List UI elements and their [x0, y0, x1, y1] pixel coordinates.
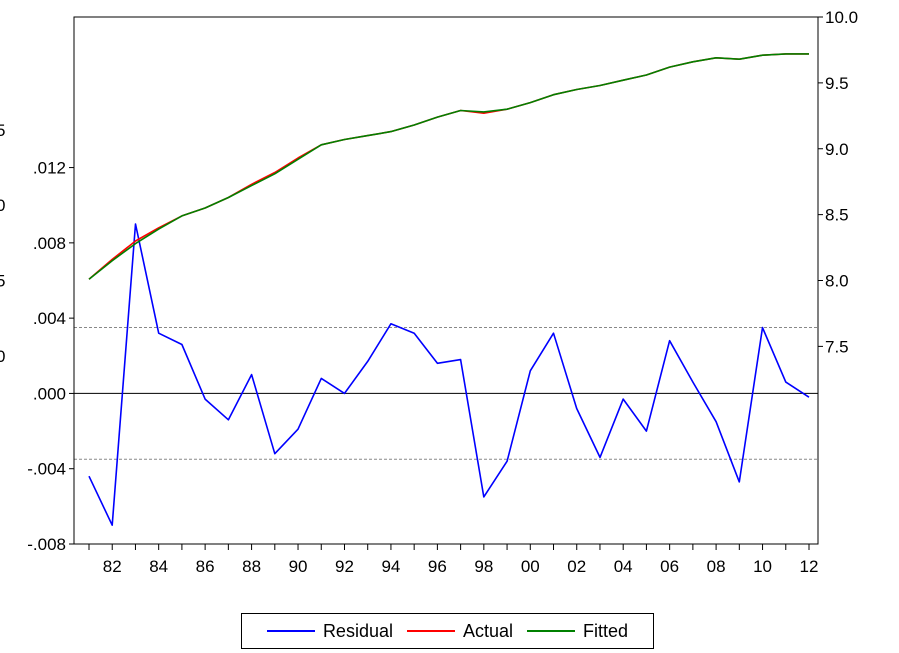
legend: Residual Actual Fitted	[241, 613, 654, 649]
series-fitted-line	[88, 53, 809, 280]
x-axis: 82 84 86 88 90 92 94 96 98 00 02 04 06 08 10 12	[88, 544, 819, 576]
x-tick-label: 08	[707, 557, 726, 576]
series-actual-line	[88, 53, 809, 280]
x-tick-label: 86	[196, 557, 215, 576]
legend-item-residual: Residual	[266, 620, 393, 642]
legend-swatch-actual	[406, 630, 455, 632]
series-lines	[88, 53, 810, 527]
legend-label-residual: Residual	[322, 620, 393, 641]
left-axis: -.008 -.004 .000 .004 .008 .012	[27, 159, 74, 554]
left-tick-label: -.008	[27, 535, 66, 554]
x-tick-label: 84	[149, 557, 168, 576]
x-tick-label: 04	[614, 557, 633, 576]
x-tick-label: 92	[335, 557, 354, 576]
legend-label-fitted: Fitted	[583, 620, 629, 641]
x-tick-label: 02	[567, 557, 586, 576]
x-tick-label: 10	[753, 557, 772, 576]
legend-swatch-residual	[266, 630, 315, 632]
x-tick-label: 06	[660, 557, 679, 576]
x-tick-label: 00	[521, 557, 540, 576]
left-partial-label: 5	[0, 121, 5, 140]
right-tick-label: 9.0	[825, 140, 849, 159]
chart: 5 0 5 0 -.008 -.004 .000 .004 .008 .012 7.5 8.0 8.…	[0, 8, 858, 576]
left-partial-label: 0	[0, 196, 5, 215]
x-tick-label: 96	[428, 557, 447, 576]
legend-label-actual: Actual	[462, 620, 514, 641]
left-tick-label: -.004	[27, 460, 66, 479]
right-tick-label: 8.5	[825, 206, 849, 225]
right-tick-label: 10.0	[825, 8, 858, 27]
legend-item-fitted: Fitted	[527, 621, 628, 642]
left-tick-label: .008	[33, 234, 66, 253]
x-tick-label: 82	[103, 557, 122, 576]
x-tick-label: 98	[474, 557, 493, 576]
right-tick-label: 8.0	[825, 272, 849, 291]
x-tick-label: 90	[289, 557, 308, 576]
right-tick-label: 7.5	[825, 337, 849, 356]
left-partial-label: 5	[0, 272, 5, 291]
left-axis-partial-labels: 5 0 5 0	[0, 121, 5, 366]
right-tick-label: 9.5	[825, 74, 849, 93]
right-axis: 7.5 8.0 8.5 9.0 9.5 10.0	[818, 8, 858, 356]
left-tick-label: .004	[33, 309, 66, 328]
legend-item-actual: Actual	[406, 620, 514, 642]
legend-swatch-fitted	[527, 630, 576, 632]
x-tick-label: 88	[242, 557, 261, 576]
residual-bands	[74, 327, 818, 460]
left-tick-label: .012	[33, 159, 66, 178]
left-partial-label: 0	[0, 347, 5, 366]
series-residual-line	[88, 223, 810, 527]
x-tick-label: 12	[800, 557, 819, 576]
left-tick-label: .000	[33, 384, 66, 403]
x-tick-label: 94	[381, 557, 400, 576]
plot-frame	[73, 16, 819, 545]
